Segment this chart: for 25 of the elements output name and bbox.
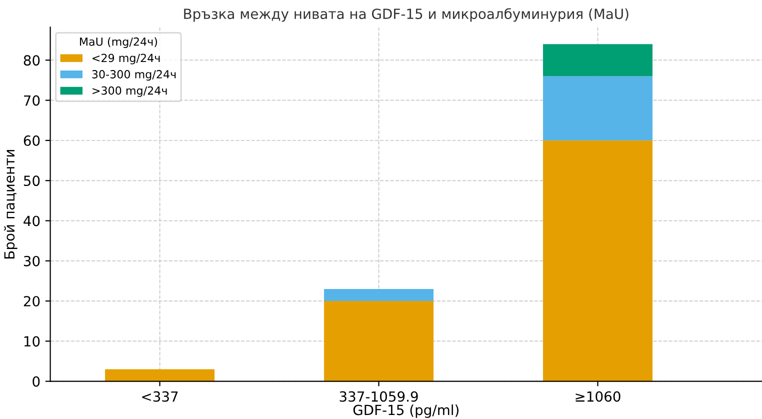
y-tick-label: 80 <box>24 55 40 66</box>
bar <box>324 301 434 382</box>
bar <box>105 369 215 382</box>
x-tick-label: <337 <box>142 391 178 402</box>
legend-label: <29 mg/24ч <box>92 54 160 64</box>
bar <box>543 44 653 76</box>
y-tick-label: 60 <box>24 135 40 146</box>
legend-label: >300 mg/24ч <box>92 86 167 97</box>
y-tick-label: 20 <box>24 296 40 306</box>
x-tick-label: ≥1060 <box>576 391 620 402</box>
y-tick-label: 40 <box>24 216 40 226</box>
legend-label: 30-300 mg/24ч <box>92 70 176 81</box>
y-tick-label: 50 <box>24 176 40 186</box>
y-tick-label: 10 <box>24 336 40 347</box>
y-tick-label: 30 <box>24 256 40 266</box>
legend-title: MaU (mg/24ч) <box>80 37 158 48</box>
x-axis-title: GDF-15 (pg/ml) <box>353 404 458 418</box>
y-tick-label: 70 <box>24 95 40 106</box>
chart-title: Връзка между нивата на GDF-15 и микроалбуминурия (MaU) <box>184 8 628 22</box>
y-tick-label: 0 <box>32 376 40 387</box>
y-axis-title: Брой пациенти <box>4 150 18 258</box>
x-tick-label: 337-1059.9 <box>340 391 418 402</box>
bar <box>324 288 434 302</box>
bar <box>543 140 653 382</box>
bar <box>543 76 653 140</box>
